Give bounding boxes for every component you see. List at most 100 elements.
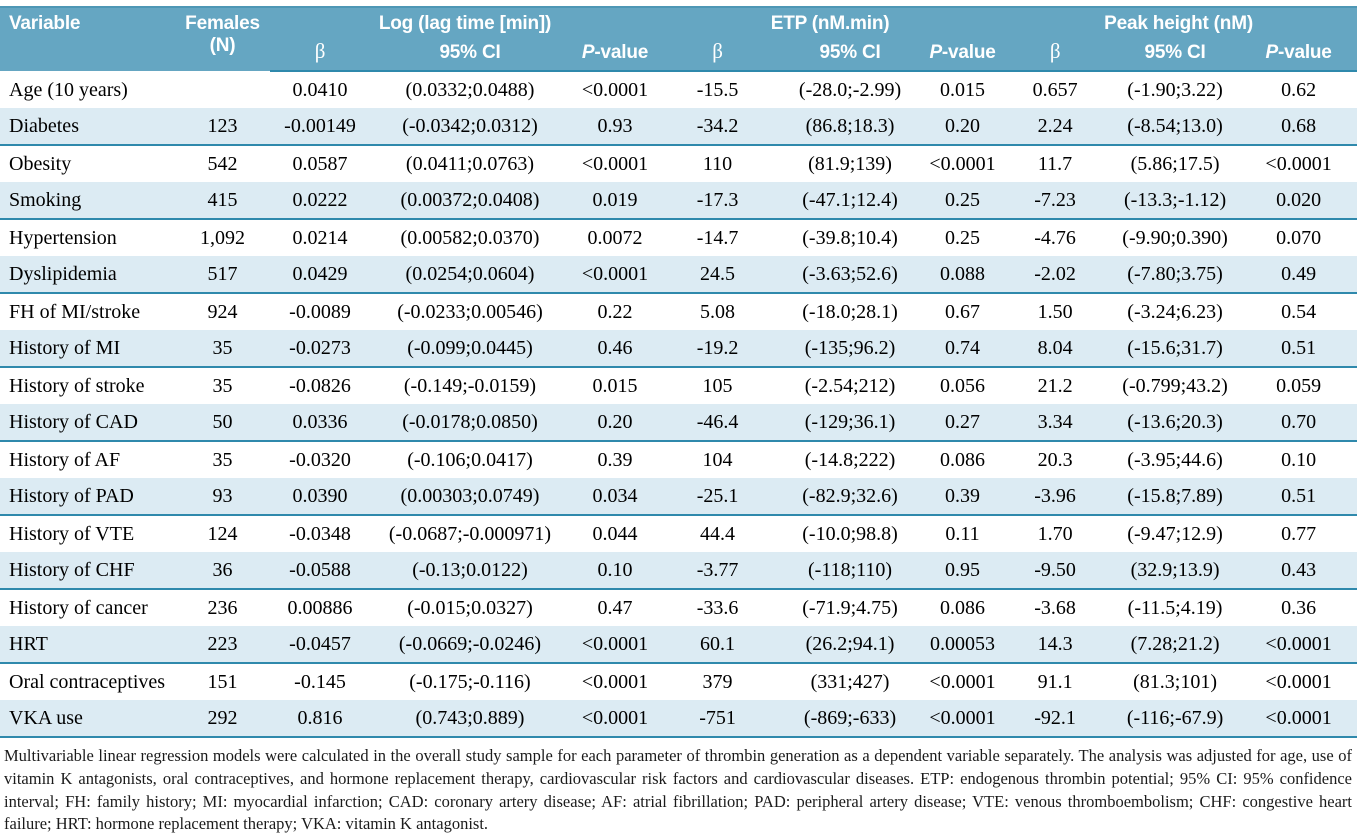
value-cell: (81.9;139) (808, 153, 892, 175)
value-cell: 0.27 (925, 404, 1001, 442)
value-cell: -7.23 (1000, 182, 1111, 220)
value-cell: (-0.015;0.0327) (407, 597, 533, 619)
value-cell: (-0.149;-0.0159) (403, 375, 537, 397)
value-cell: (-13.6;20.3) (1110, 404, 1241, 442)
value-cell: 0.020 (1240, 182, 1357, 220)
females-n-cell: 517 (175, 256, 270, 294)
value-cell: 0.0222 (270, 182, 370, 220)
value-cell: (7.28;21.2) (1110, 626, 1241, 664)
beta-symbol: β (712, 39, 723, 63)
value-cell: 1.50 (1037, 301, 1073, 323)
variable-cell: History of MI (0, 330, 175, 368)
variable-cell: Diabetes (0, 108, 175, 146)
value-cell: 0.0410 (292, 79, 348, 101)
value-cell: -0.0273 (270, 330, 370, 368)
value-cell: (5.86;17.5) (1130, 153, 1220, 175)
value-cell: 0.67 (945, 301, 981, 323)
variable-cell: Age (10 years) (9, 78, 128, 101)
value-cell: 0.034 (570, 478, 661, 516)
value-cell: (-9.90;0.390) (1122, 227, 1228, 249)
variable-cell: Dyslipidemia (0, 256, 175, 294)
value-cell: 110 (702, 153, 733, 175)
value-cell: 0.36 (1281, 597, 1317, 619)
value-cell: (-0.099;0.0445) (370, 330, 570, 368)
subheader-p-value: P-value (570, 37, 661, 72)
value-cell: 0.49 (1240, 256, 1357, 294)
table-row: History of MI 35 -0.0273 (-0.099;0.0445) 0.4… (0, 330, 1357, 368)
value-cell: (-18.0;28.1) (802, 301, 898, 323)
value-cell: 1.70 (1037, 523, 1073, 545)
value-cell: 0.51 (1240, 478, 1357, 516)
value-cell: 0.10 (1281, 449, 1317, 471)
value-cell: (86.8;18.3) (775, 108, 926, 146)
value-cell: 0.0429 (270, 256, 370, 294)
value-cell: (-3.24;6.23) (1127, 301, 1223, 323)
value-cell: -33.6 (696, 597, 739, 619)
value-cell: (-15.8;7.89) (1110, 478, 1241, 516)
value-cell: 0.00053 (925, 626, 1001, 664)
value-cell: (-47.1;12.4) (775, 182, 926, 220)
value-cell: 0.51 (1240, 330, 1357, 368)
females-n-cell: 924 (207, 301, 238, 323)
value-cell: -3.77 (660, 552, 776, 590)
value-cell: 0.0587 (292, 153, 348, 175)
regression-table: Variable Females (N) Log (lag time [min]… (0, 6, 1357, 738)
value-cell: <0.0001 (570, 700, 661, 738)
table-row: History of VTE 124 -0.0348 (-0.0687;-0.0009… (0, 515, 1357, 552)
value-cell: (0.743;0.889) (370, 700, 570, 738)
value-cell: 0.43 (1240, 552, 1357, 590)
value-cell: 0.39 (597, 449, 633, 471)
value-cell: -14.7 (696, 227, 739, 249)
table-row: History of cancer 236 0.00886 (-0.015;0.032… (0, 589, 1357, 626)
value-cell: 0.77 (1281, 523, 1317, 545)
value-cell: (-1.90;3.22) (1127, 79, 1223, 101)
subheader-ci: 95% CI (1110, 37, 1241, 72)
value-cell: (-869;-633) (775, 700, 926, 738)
value-cell: 0.25 (945, 227, 981, 249)
value-cell: (81.3;101) (1133, 671, 1217, 693)
value-cell: 0.10 (570, 552, 661, 590)
variable-cell: History of VTE (9, 523, 135, 545)
value-cell: 105 (702, 375, 733, 397)
table-row: Diabetes 123 -0.00149 (-0.0342;0.0312) 0.93-… (0, 108, 1357, 146)
group-header-log-lag-time: Log (lag time [min]) (270, 6, 661, 37)
value-cell: (-116;-67.9) (1110, 700, 1241, 738)
value-cell: (-3.95;44.6) (1127, 449, 1223, 471)
value-cell: (0.0332;0.0488) (405, 79, 535, 101)
value-cell: -3.68 (1034, 597, 1076, 619)
table-row: Dyslipidemia 517 0.0429 (0.0254;0.0604) <0.0… (0, 256, 1357, 294)
value-cell: 0.95 (925, 552, 1001, 590)
females-n-cell: 35 (175, 330, 270, 368)
females-n-cell: 415 (175, 182, 270, 220)
females-n-cell: 35 (212, 375, 233, 397)
value-cell: -46.4 (660, 404, 776, 442)
table-row: HRT 223 -0.0457 (-0.0669;-0.0246) <0.0001 60.… (0, 626, 1357, 664)
table-footnote: Multivariable linear regression models w… (4, 746, 1352, 834)
subheader-beta: β (1000, 37, 1111, 72)
value-cell: (-7.80;3.75) (1110, 256, 1241, 294)
value-cell: -25.1 (660, 478, 776, 516)
value-cell: (-13.3;-1.12) (1110, 182, 1241, 220)
value-cell: 2.24 (1000, 108, 1111, 146)
value-cell: (-71.9;4.75) (802, 597, 898, 619)
females-n-cell (175, 71, 270, 108)
group-header-peak-height: Peak height (nM) (1000, 6, 1357, 37)
value-cell: -0.0320 (289, 449, 351, 471)
value-cell: 8.04 (1000, 330, 1111, 368)
table-row: History of PAD 93 0.0390 (0.00303;0.0749) 0.… (0, 478, 1357, 516)
females-n-cell: 151 (207, 671, 238, 693)
subheader-p-value: P-value (1240, 37, 1357, 72)
variable-cell: History of PAD (0, 478, 175, 516)
value-cell: 0.00886 (287, 597, 353, 619)
table-row: History of AF 35 -0.0320 (-0.106;0.0417) 0.3… (0, 441, 1357, 478)
value-cell: -0.0348 (289, 523, 351, 545)
variable-cell: FH of MI/stroke (9, 301, 141, 323)
value-cell: 0.070 (1276, 227, 1322, 249)
variable-cell: Hypertension (9, 227, 117, 249)
value-cell: 0.044 (592, 523, 638, 545)
value-cell: -2.02 (1000, 256, 1111, 294)
value-cell: 20.3 (1037, 449, 1073, 471)
table-row: Oral contraceptives 151 -0.145 (-0.175;-0.1… (0, 663, 1357, 700)
females-n-cell: 93 (175, 478, 270, 516)
value-cell: (-0.0669;-0.0246) (370, 626, 570, 664)
